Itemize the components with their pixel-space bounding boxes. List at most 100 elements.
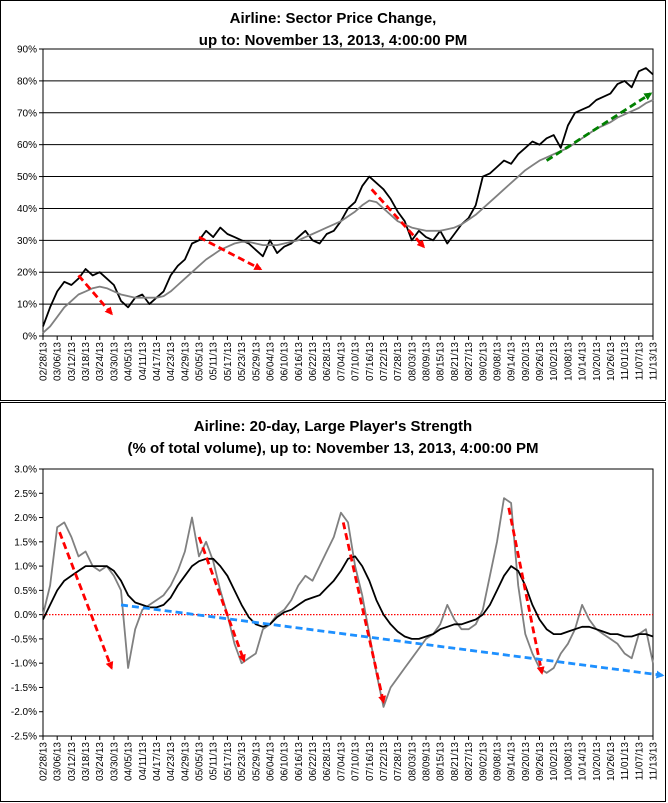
c1-x-tick-label: 04/05/13	[124, 342, 135, 381]
c2-x-tick-label: 08/09/13	[422, 742, 433, 781]
c2-x-tick-label: 04/05/13	[124, 742, 135, 781]
c1-trend-arrow	[198, 235, 263, 271]
c1-y-tick-label: 70%	[17, 108, 37, 119]
c1-trend-arrow	[370, 188, 426, 249]
c1-x-tick-label: 08/15/13	[436, 342, 447, 381]
c2-trend-arrow	[341, 522, 387, 704]
c2-trend-arrow	[507, 507, 545, 675]
c2-x-tick-label: 04/11/13	[138, 742, 149, 781]
c2-x-tick-label: 11/13/13	[649, 742, 660, 781]
c1-x-tick-label: 03/12/13	[67, 342, 78, 381]
c1-x-tick-label: 06/04/13	[265, 342, 276, 381]
c2-x-tick-label: 07/22/13	[379, 742, 390, 781]
c2-series-line-1	[42, 555, 654, 640]
c2-x-tick-label: 10/26/13	[606, 742, 617, 781]
c2-y-tick-label: 1.5%	[14, 537, 37, 548]
c1-x-tick-label: 07/10/13	[351, 342, 362, 381]
c2-x-tick-label: 10/14/13	[578, 742, 589, 781]
c2-plot-area	[42, 468, 654, 737]
c2-x-tick-label: 05/29/13	[251, 742, 262, 781]
c1-x-tick-label: 09/02/13	[478, 342, 489, 381]
c1-x-tick-label: 04/29/13	[180, 342, 191, 381]
c2-x-tick-label: 07/16/13	[365, 742, 376, 781]
c2-x-tick-label: 11/01/13	[620, 742, 631, 781]
price-change-chart: 0%10%20%30%40%50%60%70%80%90%02/28/13 03/…	[17, 45, 660, 381]
c2-x-tick-label: 10/08/13	[563, 742, 574, 781]
c2-y-tick-label: 1.0%	[14, 562, 37, 573]
c2-x-tick-label: 06/22/13	[308, 742, 319, 781]
large-player-strength-chart: -2.5% -2.0% -1.5% -1.0% -0.5% 0.0% 0.5% 1.0% 1.5…	[11, 465, 665, 781]
c1-x-tick-label: 03/18/13	[81, 342, 92, 381]
c2-x-tick-label: 03/12/13	[67, 742, 78, 781]
c2-x-tick-label: 06/28/13	[322, 742, 333, 781]
c1-x-tick-label: 05/11/13	[209, 342, 220, 381]
c1-y-tick-label: 50%	[17, 172, 37, 183]
c1-y-tick-label: 0%	[23, 332, 38, 343]
c2-x-tick-label: 04/23/13	[166, 742, 177, 781]
c1-y-tick-label: 30%	[17, 236, 37, 247]
c1-x-tick-label: 07/22/13	[379, 342, 390, 381]
c1-x-tick-label: 04/17/13	[152, 342, 163, 381]
c1-trend-arrow	[545, 92, 653, 162]
c1-x-tick-label: 11/07/13	[634, 342, 645, 381]
c2-x-tick-label: 05/05/13	[195, 742, 206, 781]
c2-x-tick-label: 03/18/13	[81, 742, 92, 781]
c2-x-tick-label: 04/29/13	[180, 742, 191, 781]
c1-x-tick-label: 08/21/13	[450, 342, 461, 381]
c2-x-tick-label: 03/24/13	[95, 742, 106, 781]
c2-y-tick-label: -2.0%	[11, 707, 37, 718]
c2-x-tick-label: 07/28/13	[393, 742, 404, 781]
c2-x-tick-label: 09/14/13	[507, 742, 518, 781]
c1-x-tick-label: 07/16/13	[365, 342, 376, 381]
c1-x-tick-label: 02/28/13	[39, 342, 50, 381]
large-player-strength-chart-panel: Airline: 20-day, Large Player's Strength…	[0, 402, 666, 802]
c1-x-tick-label: 08/27/13	[464, 342, 475, 381]
c2-y-tick-label: 2.0%	[14, 513, 37, 524]
c1-x-tick-label: 10/02/13	[549, 342, 560, 381]
c2-x-tick-label: 06/04/13	[265, 742, 276, 781]
c2-y-tick-label: -0.5%	[11, 634, 37, 645]
c2-x-tick-label: 03/30/13	[109, 742, 120, 781]
c1-x-tick-label: 06/22/13	[308, 342, 319, 381]
c1-x-tick-label: 10/20/13	[592, 342, 603, 381]
c2-x-tick-label: 05/23/13	[237, 742, 248, 781]
c1-x-tick-label: 09/20/13	[521, 342, 532, 381]
c1-series-line-1	[42, 99, 654, 334]
c2-x-tick-label: 08/15/13	[436, 742, 447, 781]
c2-x-tick-label: 11/07/13	[634, 742, 645, 781]
c1-x-tick-label: 08/09/13	[422, 342, 433, 381]
c2-x-tick-label: 07/04/13	[336, 742, 347, 781]
chart1-subtitle: up to: November 13, 2013, 4:00:00 PM	[198, 32, 468, 49]
c2-y-tick-label: -2.5%	[11, 732, 37, 743]
c2-y-tick-label: 3.0%	[14, 465, 37, 476]
c2-x-tick-label: 08/21/13	[450, 742, 461, 781]
c2-y-tick-label: 2.5%	[14, 489, 37, 500]
c1-x-tick-label: 05/05/13	[195, 342, 206, 381]
c1-x-tick-label: 03/24/13	[95, 342, 106, 381]
c2-x-tick-label: 03/06/13	[53, 742, 64, 781]
c1-y-tick-label: 60%	[17, 140, 37, 151]
c1-x-tick-label: 03/06/13	[53, 342, 64, 381]
c2-trend-arrow	[120, 603, 665, 679]
c2-x-tick-label: 05/17/13	[223, 742, 234, 781]
c1-y-tick-label: 80%	[17, 76, 37, 87]
c1-x-tick-label: 05/17/13	[223, 342, 234, 381]
chart2-title: Airline: 20-day, Large Player's Strength	[193, 418, 473, 435]
c1-x-tick-label: 04/11/13	[138, 342, 149, 381]
chart2-subtitle: (% of total volume), up to: November 13,…	[127, 440, 539, 457]
c2-x-tick-label: 08/03/13	[407, 742, 418, 781]
chart1-title: Airline: Sector Price Change,	[229, 10, 437, 27]
c1-y-tick-label: 40%	[17, 204, 37, 215]
c1-y-tick-label: 20%	[17, 268, 37, 279]
c1-x-tick-label: 03/30/13	[109, 342, 120, 381]
c1-x-tick-label: 10/14/13	[578, 342, 589, 381]
c2-x-tick-label: 06/10/13	[280, 742, 291, 781]
c2-x-tick-label: 05/11/13	[209, 742, 220, 781]
c2-x-tick-label: 06/16/13	[294, 742, 305, 781]
c1-x-tick-label: 07/04/13	[336, 342, 347, 381]
c1-x-tick-label: 07/28/13	[393, 342, 404, 381]
c2-trend-arrow	[58, 531, 114, 670]
c1-x-tick-label: 06/28/13	[322, 342, 333, 381]
c1-x-tick-label: 05/23/13	[237, 342, 248, 381]
